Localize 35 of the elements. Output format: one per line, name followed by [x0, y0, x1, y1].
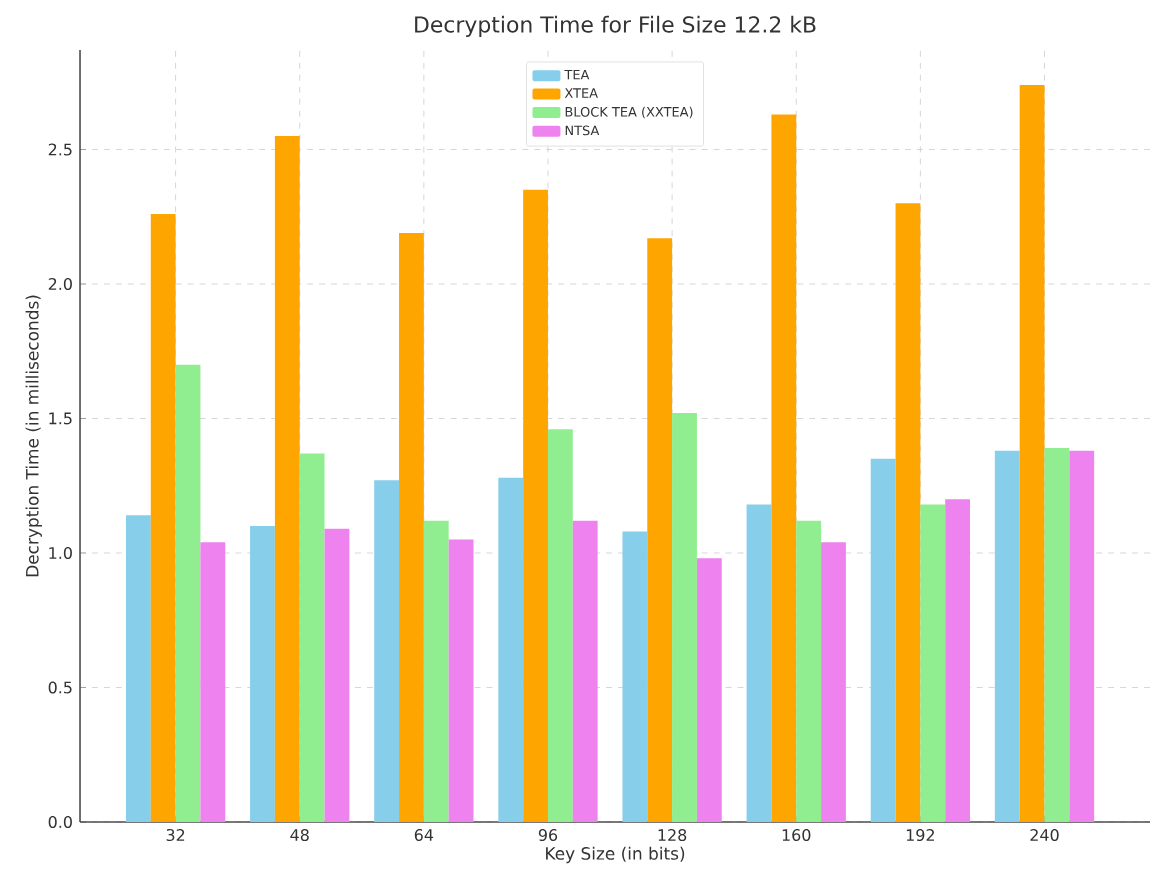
bar — [622, 531, 648, 822]
bar — [324, 528, 350, 822]
bar — [920, 504, 946, 822]
bar — [572, 520, 598, 822]
bar — [175, 364, 201, 822]
bar — [250, 526, 275, 822]
bar — [994, 450, 1020, 822]
bar — [523, 189, 548, 822]
y-axis-title: Decryption Time (in milliseconds) — [25, 295, 42, 577]
bar — [821, 542, 846, 822]
bar — [547, 429, 573, 822]
bar — [746, 504, 772, 822]
bar — [423, 520, 449, 822]
bar — [945, 499, 971, 822]
bar — [498, 477, 524, 822]
bar — [1069, 450, 1095, 822]
bar — [796, 520, 822, 822]
bar — [200, 542, 226, 822]
bar — [150, 214, 176, 822]
x-axis-title: Key Size (in bits) — [546, 846, 685, 864]
bar — [125, 515, 151, 822]
bar — [274, 136, 300, 822]
bar — [1019, 84, 1045, 822]
bar — [1044, 448, 1070, 822]
bar — [672, 413, 697, 822]
bar — [771, 114, 797, 822]
bar — [299, 453, 325, 822]
bar — [374, 480, 400, 822]
bar — [399, 232, 424, 822]
bar — [448, 539, 474, 822]
bar — [895, 203, 921, 822]
chart-title: Decryption Time for File Size 12.2 kB — [415, 15, 816, 37]
bar — [647, 238, 673, 822]
bar — [870, 458, 896, 822]
bar — [696, 558, 722, 822]
